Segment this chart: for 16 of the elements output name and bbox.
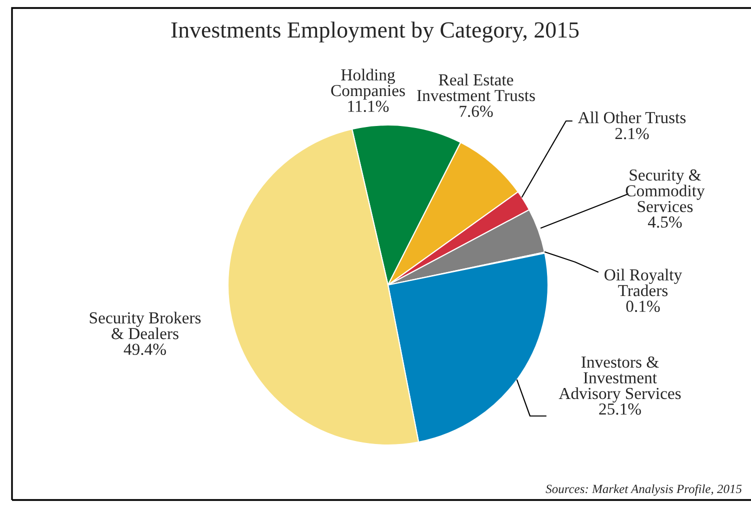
data-label: 7.6% <box>460 106 493 117</box>
data-label: 0.1% <box>626 300 660 312</box>
data-label: 4.5% <box>648 216 682 228</box>
data-label: 25.1% <box>599 403 641 415</box>
data-label: 11.1% <box>348 100 389 112</box>
source-note: Sources: Market Analysis Profile, 2015 <box>546 484 742 496</box>
slice-label: All Other Trusts <box>578 112 686 124</box>
chart-title: Investments Employment by Category, 2015 <box>171 22 579 42</box>
slice-label: Security & Commodity Services <box>626 169 705 212</box>
data-label: 2.1% <box>615 128 649 140</box>
slice-label: Real Estate Investment Trusts <box>417 74 535 102</box>
slice-label: Oil Royalty Traders <box>604 268 682 296</box>
slice-label: Security Brokers & Dealers <box>90 312 201 340</box>
data-label: 49.4% <box>124 344 166 355</box>
slice-label: Investors & Investment Advisory Services <box>558 356 681 403</box>
slice-label: Holding Companies <box>331 68 405 100</box>
